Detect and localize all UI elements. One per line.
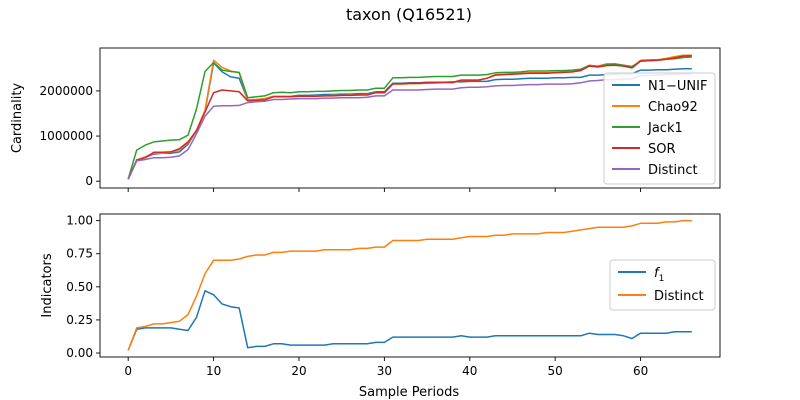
indicators-x-tick-label: 30 xyxy=(377,364,392,378)
indicators-y-tick-label: 0.25 xyxy=(66,313,93,327)
indicators-legend-label-0: f1 xyxy=(654,266,664,284)
cardinality-legend-label-4: Distinct xyxy=(648,163,698,178)
cardinality-y-tick-label: 1000000 xyxy=(40,129,93,143)
indicators-y-tick-label: 0.00 xyxy=(66,346,93,360)
indicators-chart: 0 10 20 30 40 50 60 0.00 0.25 0.50 0.75 1.00 Indicat… xyxy=(40,213,721,378)
indicators-legend-label-1: Distinct xyxy=(654,289,704,304)
indicators-series-line-1 xyxy=(127,219,692,351)
cardinality-chart: 0 1000000 2000000 Cardinality N1−UNIF Chao92 J… xyxy=(10,47,721,192)
indicators-y-tick-label: 0.50 xyxy=(66,280,93,294)
cardinality-y-tick-label: 0 xyxy=(85,174,93,188)
cardinality-series-line-4 xyxy=(127,72,692,180)
cardinality-legend: N1−UNIF Chao92 Jack1 SOR Distinct xyxy=(603,72,716,185)
indicators-legend: f1 Distinct xyxy=(609,259,716,311)
cardinality-legend-label-1: Chao92 xyxy=(648,100,698,115)
indicators-y-axis-label: Indicators xyxy=(40,253,55,317)
cardinality-legend-label-0: N1−UNIF xyxy=(648,79,707,94)
indicators-x-tick-label: 40 xyxy=(462,364,477,378)
cardinality-y-tick-label: 2000000 xyxy=(40,84,93,98)
cardinality-y-axis-label: Cardinality xyxy=(10,83,25,154)
indicators-y-tick-label: 0.75 xyxy=(66,247,93,261)
x-axis-label: Sample Periods xyxy=(359,385,459,400)
indicators-axes-frame xyxy=(99,213,721,358)
indicators-x-tick-label: 60 xyxy=(633,364,648,378)
indicators-y-tick-label: 1.00 xyxy=(66,214,93,228)
indicators-x-tick-label: 20 xyxy=(291,364,306,378)
indicators-x-tick-label: 50 xyxy=(548,364,563,378)
indicators-x-tick-label: 10 xyxy=(206,364,221,378)
cardinality-axes-frame xyxy=(99,47,721,189)
indicators-series-line-0 xyxy=(127,290,692,351)
figure-title: taxon (Q16521) xyxy=(346,5,472,24)
cardinality-legend-box xyxy=(603,72,716,185)
indicators-x-tick-label: 0 xyxy=(124,364,132,378)
cardinality-legend-label-3: SOR xyxy=(648,142,676,157)
cardinality-series-line-3 xyxy=(127,54,692,180)
cardinality-legend-label-2: Jack1 xyxy=(647,121,683,136)
